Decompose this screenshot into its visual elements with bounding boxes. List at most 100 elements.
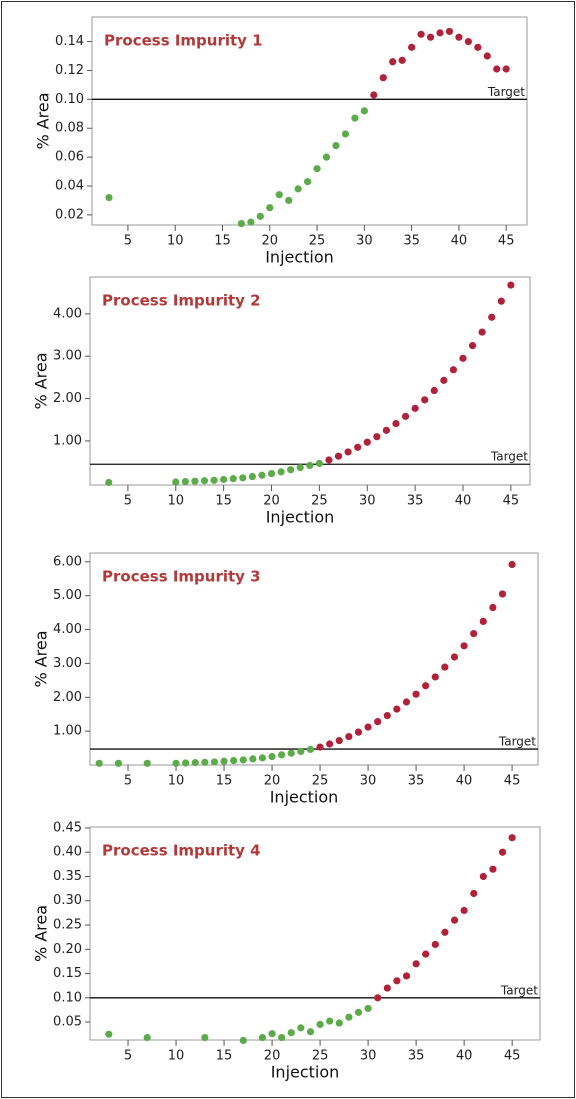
y-tick-label: 0.20 (53, 942, 82, 957)
x-tick-label: 45 (504, 774, 521, 789)
x-tick-label: 20 (264, 774, 281, 789)
point (474, 43, 482, 51)
x-tick-label: 45 (498, 234, 515, 249)
point (402, 698, 411, 706)
x-tick-label: 35 (403, 234, 420, 249)
point (383, 711, 391, 720)
point (354, 728, 363, 736)
y-tick-label: 0.05 (53, 1015, 82, 1030)
point (266, 204, 274, 212)
point (389, 58, 397, 66)
point (411, 404, 419, 412)
x-tick-label: 5 (124, 774, 132, 789)
x-tick-label: 5 (124, 494, 132, 509)
x-tick-label: 45 (504, 1049, 521, 1064)
point (508, 560, 516, 569)
chart-title: Process Impurity 4 (102, 842, 261, 860)
x-tick-label: 25 (312, 1049, 329, 1064)
point (326, 740, 334, 748)
x-tick-label: 20 (263, 494, 280, 509)
point (297, 1024, 305, 1032)
point (172, 759, 180, 767)
chart-title: Process Impurity 2 (102, 292, 261, 310)
x-tick-label: 30 (356, 234, 373, 249)
point (360, 107, 368, 115)
point (440, 376, 448, 384)
point (278, 1033, 286, 1042)
point (460, 642, 468, 650)
point (258, 754, 267, 762)
point (172, 478, 180, 486)
point (237, 219, 246, 228)
y-axis-label: % Area (32, 352, 51, 409)
x-tick-label: 10 (168, 1049, 185, 1064)
point (267, 469, 276, 478)
y-tick-label: 0.30 (53, 893, 82, 908)
point (345, 732, 353, 741)
point (332, 141, 340, 150)
x-tick-label: 25 (309, 234, 326, 249)
point (335, 737, 343, 745)
x-tick-label: 15 (214, 234, 231, 249)
point (393, 705, 401, 713)
point (401, 412, 410, 420)
y-tick-label: 5.00 (53, 588, 82, 603)
point (441, 663, 449, 671)
point (239, 1036, 247, 1045)
point (402, 972, 411, 980)
point (201, 758, 209, 766)
point (363, 438, 371, 446)
point (191, 477, 199, 485)
point (143, 759, 151, 767)
x-tick-label: 35 (408, 774, 425, 789)
point (422, 682, 430, 690)
point (374, 718, 382, 726)
y-tick-label: 0.12 (55, 63, 84, 78)
point (408, 43, 416, 51)
x-tick-label: 10 (168, 774, 185, 789)
x-tick-label: 20 (264, 1049, 281, 1064)
point (95, 759, 103, 767)
point (468, 342, 477, 350)
point (345, 1013, 353, 1021)
point (249, 755, 257, 763)
plot-area (89, 826, 541, 1041)
chart-title: Process Impurity 1 (104, 32, 263, 50)
x-tick-label: 30 (360, 1049, 377, 1064)
point (470, 630, 478, 638)
point (296, 464, 304, 472)
point (306, 461, 314, 470)
y-axis-label: % Area (32, 905, 51, 962)
y-tick-label: 0.10 (53, 990, 82, 1005)
x-tick-label: 40 (456, 774, 473, 789)
point (489, 603, 497, 612)
point (507, 281, 515, 289)
point (421, 396, 429, 404)
x-tick-label: 40 (456, 1049, 473, 1064)
point (287, 749, 295, 757)
point (498, 848, 507, 856)
x-tick-label: 45 (503, 494, 520, 509)
point (200, 477, 209, 485)
x-axis-label: Injection (270, 788, 339, 807)
point (498, 590, 507, 598)
x-tick-label: 35 (407, 494, 424, 509)
x-tick-label: 15 (216, 774, 233, 789)
point (287, 1029, 295, 1037)
x-tick-label: 25 (311, 494, 328, 509)
point (508, 834, 516, 842)
x-axis-label: Injection (271, 1063, 340, 1082)
point (493, 65, 501, 73)
point (417, 30, 425, 38)
y-tick-label: 4.00 (53, 306, 82, 321)
point (502, 65, 510, 73)
point (383, 984, 391, 992)
x-tick-label: 5 (124, 1049, 132, 1064)
point (478, 328, 486, 336)
point (497, 297, 505, 305)
point (373, 433, 381, 441)
point (220, 757, 228, 765)
point (426, 33, 435, 41)
